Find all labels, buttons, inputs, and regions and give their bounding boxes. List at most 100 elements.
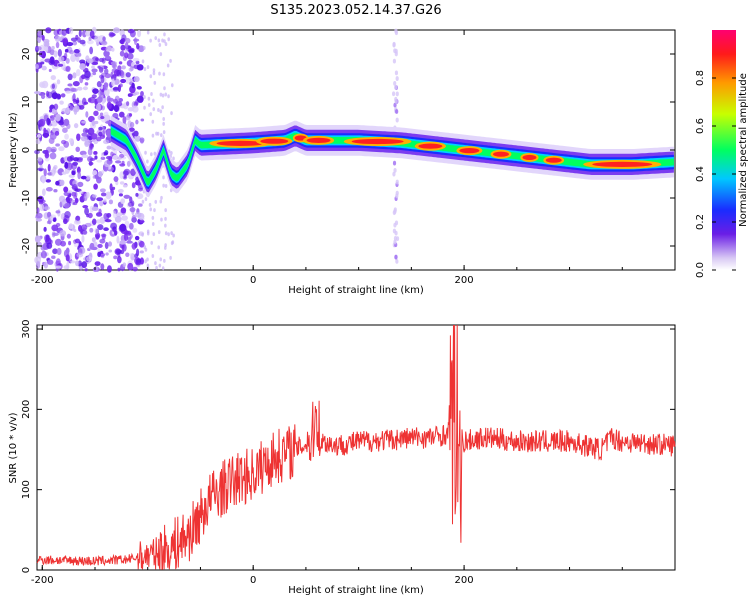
noise-speckle	[144, 197, 148, 202]
noise-speckle	[48, 68, 52, 73]
noise-speckle	[74, 260, 80, 266]
noise-speckle	[45, 149, 49, 157]
noise-speckle	[121, 65, 126, 70]
noise-speckle	[84, 193, 88, 199]
noise-speckle	[99, 188, 106, 193]
noise-speckle	[73, 219, 81, 225]
noise-speckle	[123, 194, 131, 199]
noise-speckle	[44, 46, 49, 53]
noise-speckle	[107, 241, 113, 247]
noise-speckle	[163, 245, 167, 250]
noise-speckle	[88, 96, 96, 104]
noise-speckle	[134, 235, 140, 241]
noise-speckle	[134, 253, 138, 259]
noise-speckle	[153, 208, 156, 213]
noise-speckle	[87, 127, 95, 135]
noise-speckle	[116, 69, 122, 77]
noise-speckle	[105, 252, 109, 256]
noise-speckle	[99, 216, 106, 224]
noise-speckle	[81, 132, 88, 137]
noise-speckle	[99, 200, 104, 207]
noise-speckle	[59, 100, 64, 105]
snr-panel: -200 0 200 0 100 200 300 Height of straight li…	[8, 319, 676, 596]
noise-speckle	[51, 83, 56, 89]
noise-speckle	[63, 186, 69, 193]
noise-speckle	[159, 109, 163, 114]
noise-speckle	[62, 37, 68, 45]
noise-speckle	[72, 81, 80, 87]
noise-speckle	[93, 183, 98, 190]
noise-speckle	[45, 179, 52, 183]
colorbar-gradient	[712, 30, 736, 270]
streak-speckle	[393, 102, 397, 108]
noise-speckle	[67, 83, 73, 87]
ridge-peak	[493, 151, 509, 157]
noise-speckle	[68, 240, 72, 246]
noise-speckle	[88, 161, 94, 166]
noise-speckle	[39, 164, 43, 170]
noise-speckle	[159, 199, 163, 204]
noise-speckle	[40, 61, 45, 65]
noise-speckle	[97, 243, 103, 249]
spectrogram-y-label: Frequency (Hz)	[8, 112, 19, 188]
noise-speckle	[98, 89, 102, 97]
noise-speckle	[94, 35, 101, 43]
noise-speckle	[50, 116, 55, 121]
noise-speckle	[172, 156, 175, 161]
noise-speckle	[34, 149, 40, 155]
noise-speckle	[148, 202, 152, 207]
noise-speckle	[127, 262, 134, 271]
streak-speckle	[395, 258, 399, 264]
noise-speckle	[131, 214, 137, 223]
streak-speckle	[395, 76, 399, 81]
y-tick-label: -10	[21, 190, 32, 206]
noise-speckle	[50, 146, 57, 153]
noise-speckle	[114, 215, 122, 223]
noise-speckle	[106, 101, 112, 110]
noise-speckle	[157, 230, 161, 235]
noise-speckle	[89, 46, 94, 55]
noise-speckle	[150, 91, 153, 96]
noise-speckle	[136, 95, 144, 103]
noise-speckle	[132, 266, 138, 272]
noise-speckle	[43, 133, 49, 139]
noise-speckle	[138, 45, 145, 53]
noise-speckle	[128, 113, 133, 117]
noise-speckle	[64, 48, 69, 53]
noise-speckle	[77, 181, 84, 188]
noise-speckle	[131, 200, 135, 207]
noise-speckle	[131, 242, 137, 250]
ridge-peak	[418, 143, 443, 149]
noise-speckle	[90, 133, 98, 140]
colorbar-tick-label: 0.6	[695, 118, 706, 134]
noise-speckle	[108, 199, 114, 205]
noise-speckle	[120, 207, 127, 214]
noise-speckle	[169, 58, 172, 63]
noise-speckle	[57, 93, 62, 100]
noise-speckle	[112, 112, 119, 119]
noise-speckle	[41, 176, 46, 184]
streak-speckle	[395, 91, 399, 97]
noise-speckle	[39, 203, 45, 212]
noise-speckle	[100, 40, 108, 46]
noise-speckle	[103, 111, 109, 117]
noise-speckle	[158, 43, 162, 48]
noise-speckle	[55, 210, 61, 214]
noise-speckle	[155, 265, 158, 270]
noise-speckle	[125, 252, 130, 257]
noise-speckle	[105, 191, 112, 200]
noise-speckle	[122, 170, 129, 176]
noise-speckle	[128, 222, 134, 230]
noise-speckle	[61, 171, 67, 175]
noise-speckle	[143, 45, 146, 50]
noise-speckle	[157, 245, 161, 250]
streak-speckle	[392, 171, 396, 177]
noise-speckle	[75, 54, 80, 63]
noise-speckle	[170, 231, 173, 236]
y-tick-label: -20	[21, 238, 32, 254]
noise-speckle	[119, 240, 127, 245]
noise-speckle	[62, 218, 68, 225]
noise-speckle	[151, 253, 155, 258]
streak-speckle	[394, 254, 398, 260]
noise-speckle	[85, 55, 90, 62]
